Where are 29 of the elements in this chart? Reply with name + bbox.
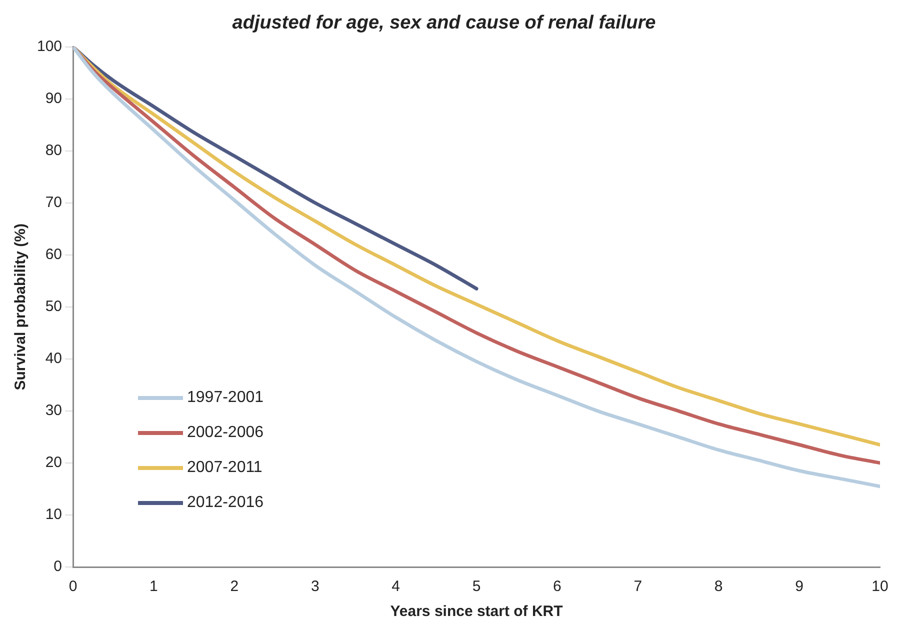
x-tick-label: 3	[310, 578, 320, 596]
x-tick-label: 1	[150, 578, 158, 596]
legend-label: 2002-2006	[187, 424, 264, 442]
y-tick-label: 90	[45, 90, 62, 107]
legend-label: 2012-2016	[187, 494, 264, 512]
chart-title: adjusted for age, sex and cause of renal failure	[232, 12, 656, 34]
y-axis-title: Survival probability (%)	[12, 224, 30, 390]
x-tick-label: 4	[392, 578, 400, 596]
y-tick-label: 60	[45, 246, 62, 264]
x-tick-label: 0	[68, 578, 78, 596]
x-tick-label: 7	[634, 578, 642, 596]
x-tick-label: 5	[472, 578, 481, 596]
y-tick-label: 50	[45, 298, 62, 316]
x-tick-label: 8	[714, 578, 723, 596]
legend-label: 1997-2001	[187, 388, 264, 406]
legend-label: 2007-2011	[187, 458, 262, 476]
y-tick-label: 40	[45, 350, 62, 368]
y-tick-label: 0	[54, 558, 62, 576]
x-tick-label: 6	[553, 578, 562, 596]
x-axis-title: Years since start of KRT	[390, 603, 563, 620]
y-tick-label: 100	[36, 38, 62, 55]
x-tick-label: 9	[795, 578, 804, 596]
x-tick-label: 10	[872, 578, 888, 596]
y-tick-label: 80	[45, 142, 62, 159]
x-tick-label: 2	[230, 578, 239, 596]
y-tick-label: 70	[45, 194, 62, 211]
y-tick-label: 10	[45, 506, 62, 524]
y-tick-label: 30	[45, 402, 62, 420]
y-tick-label: 20	[45, 454, 62, 472]
